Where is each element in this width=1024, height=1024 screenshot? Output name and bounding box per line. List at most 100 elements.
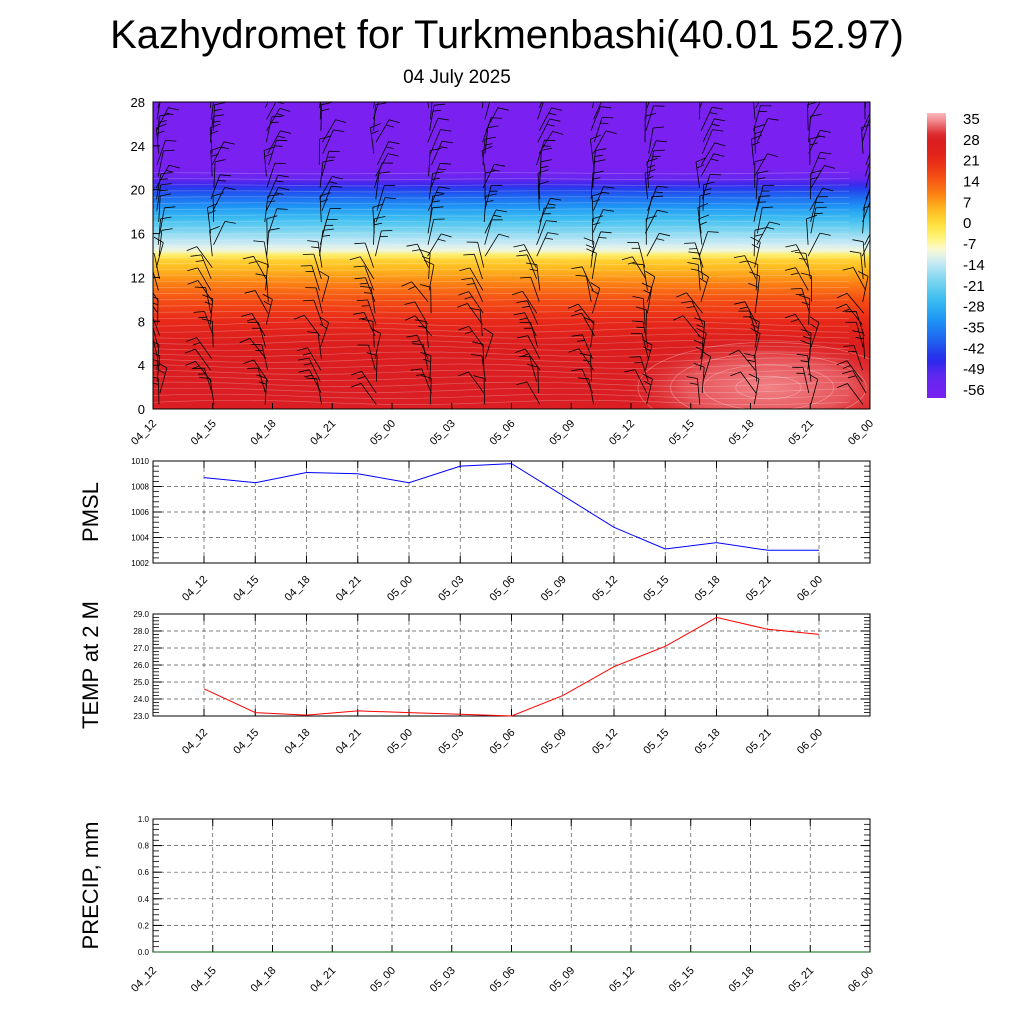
wind-barb	[526, 300, 539, 325]
wind-barb	[523, 244, 537, 268]
x-tick-label: 05_00	[368, 965, 398, 995]
wind-barb	[156, 102, 161, 120]
wind-barb	[430, 102, 433, 120]
y-tick-label: 1006	[131, 508, 149, 517]
wind-barb	[258, 322, 266, 348]
wind-barb	[702, 118, 715, 143]
wind-barb	[744, 301, 758, 325]
wind-barb	[467, 303, 483, 325]
wind-barb	[319, 195, 322, 223]
y-tick-label: 29.0	[133, 610, 149, 619]
wind-barb	[157, 116, 160, 143]
wind-barb	[644, 173, 648, 200]
wind-barb	[847, 383, 864, 405]
wind-barb	[756, 221, 770, 245]
wind-barb	[156, 140, 166, 166]
wind-barb	[702, 129, 713, 154]
wind-barb	[427, 186, 440, 211]
wind-barb	[368, 344, 376, 371]
wind-barb	[153, 305, 159, 314]
wind-barb	[210, 102, 212, 109]
x-tick-label: 05_03	[436, 727, 466, 757]
wind-barb	[317, 241, 323, 268]
wind-barb	[753, 105, 761, 131]
wind-barb	[853, 267, 867, 291]
x-tick-label: 04_12	[180, 727, 210, 757]
wind-barb	[807, 355, 812, 382]
minor-ticks-left	[153, 617, 159, 713]
x-tick-label: 05_09	[539, 727, 569, 757]
wind-barb	[468, 291, 484, 314]
wind-barb	[207, 207, 211, 234]
wind-barb	[698, 102, 701, 120]
wind-barb	[469, 267, 484, 291]
x-tick-label: 04_18	[283, 727, 313, 757]
wind-barb	[590, 139, 594, 166]
y-tick-label: 28.0	[133, 627, 149, 636]
wind-barb	[537, 184, 540, 211]
wind-barb	[267, 175, 279, 200]
colorbar-label: -56	[963, 382, 985, 399]
wind-barb	[530, 277, 540, 302]
wind-barb	[471, 277, 483, 302]
wind-barb	[319, 230, 324, 257]
wind-barb	[582, 334, 593, 359]
wind-barb	[794, 314, 811, 337]
minor-ticks-right	[864, 465, 870, 559]
wind-barb	[210, 102, 214, 120]
x-tick-label: 04_18	[249, 965, 279, 995]
y-tick-label: 4	[138, 358, 145, 373]
wind-barb	[428, 264, 435, 291]
x-tick-label: 04_21	[334, 727, 364, 757]
colorbar-label: -14	[963, 257, 985, 274]
wind-barb	[484, 102, 491, 120]
x-tick-label: 05_18	[727, 418, 757, 448]
wind-barb	[264, 196, 269, 223]
wind-barb	[481, 150, 487, 177]
wind-barb	[266, 108, 281, 132]
wind-barb	[417, 243, 429, 268]
wind-barb	[697, 378, 701, 405]
y-axis-label: PMSL	[78, 482, 103, 542]
wind-barb	[744, 255, 757, 280]
wind-barb	[263, 150, 267, 177]
colorbar	[927, 113, 946, 398]
wind-barb	[483, 196, 487, 223]
x-tick-label: 05_21	[744, 574, 774, 604]
wind-barb	[211, 141, 225, 166]
y-tick-label: 0.4	[138, 895, 150, 904]
colorbar-label: 7	[963, 194, 971, 211]
wind-barb	[428, 252, 431, 280]
wind-barb	[484, 233, 500, 257]
y-tick-label: 12	[131, 270, 145, 285]
wind-barb	[264, 378, 268, 405]
wind-barb	[156, 173, 162, 200]
wind-barb	[360, 383, 377, 405]
wind-barb	[156, 344, 160, 371]
wind-barb	[197, 267, 212, 291]
wind-barb	[754, 287, 759, 314]
wind-barb	[754, 127, 756, 154]
wind-barb	[427, 207, 433, 234]
wind-barb	[702, 184, 705, 211]
wind-barb	[530, 322, 539, 348]
wind-barb	[588, 378, 594, 405]
wind-barb	[209, 378, 215, 405]
wind-barb	[428, 150, 431, 177]
wind-barb	[527, 335, 541, 359]
wind-barb	[529, 356, 537, 382]
wind-barb	[861, 117, 870, 143]
wind-barb	[427, 219, 435, 245]
wind-barb	[581, 266, 594, 291]
wind-barb	[590, 321, 595, 348]
wind-barb	[810, 379, 819, 405]
wind-barb	[634, 369, 648, 394]
wind-barb	[254, 290, 269, 314]
wind-barb	[697, 207, 702, 234]
x-tick-label: 04_12	[129, 965, 159, 995]
x-tick-label: 05_00	[385, 574, 415, 604]
wind-barb	[586, 276, 592, 302]
wind-barb	[468, 371, 485, 394]
wind-barb	[755, 173, 758, 200]
wind-barb	[686, 292, 703, 314]
